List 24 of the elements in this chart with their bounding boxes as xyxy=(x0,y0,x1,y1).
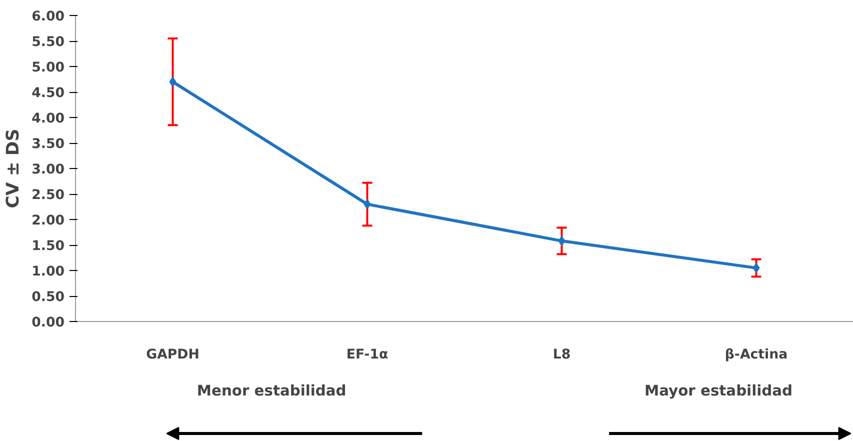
y-tick-label: 5.00 xyxy=(32,60,65,76)
y-tick-label: 1.00 xyxy=(32,264,65,280)
text: Mayor estabilidad xyxy=(644,382,793,400)
point xyxy=(169,76,176,87)
y-tick-label: 0.00 xyxy=(32,316,65,330)
point xyxy=(752,262,760,273)
text: Menor estabilidad xyxy=(196,382,346,400)
y-tick-label: 2.50 xyxy=(32,188,65,203)
x-tick-label: GAPDH xyxy=(146,348,200,362)
y-tick-label: 1.50 xyxy=(32,239,65,254)
y-tick-label: 3.50 xyxy=(32,137,65,152)
y-tick-label: 3.00 xyxy=(32,162,65,178)
y-tick-label: 2.00 xyxy=(32,214,65,228)
x-tick-label: L8 xyxy=(552,348,571,362)
point xyxy=(364,199,371,210)
y-tick-label: 6.00 xyxy=(32,10,65,24)
y-tick-label: 4.50 xyxy=(32,86,65,101)
y-tick-label: 5.50 xyxy=(32,35,65,50)
y-tick-label: 4.00 xyxy=(32,112,65,126)
y-tick-label: 0.50 xyxy=(32,290,65,305)
y-axis-title: CV ± DS xyxy=(4,128,24,208)
point xyxy=(558,236,566,246)
x-tick-label: β-Actina xyxy=(724,348,788,362)
x-tick-label: EF-1α xyxy=(346,348,388,362)
